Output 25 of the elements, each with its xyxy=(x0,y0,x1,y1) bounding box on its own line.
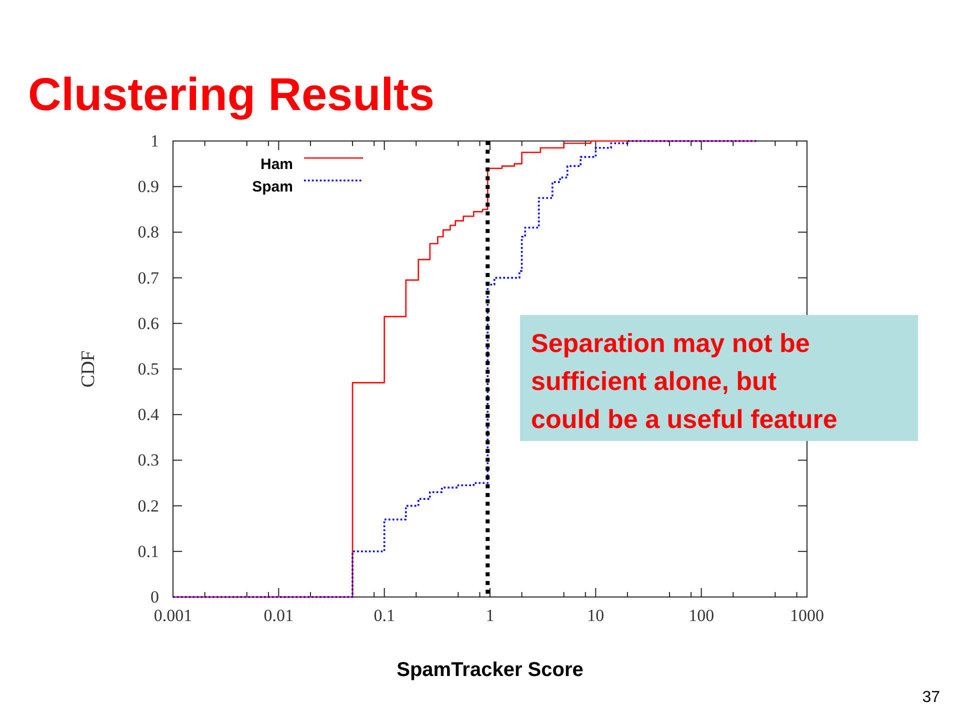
x-tick-label: 0.01 xyxy=(264,606,294,626)
y-tick-label: 0.4 xyxy=(138,405,160,424)
y-tick-label: 0.8 xyxy=(138,222,159,242)
y-tick-label: 0 xyxy=(150,587,159,606)
x-tick-label: 0.1 xyxy=(374,606,395,626)
y-tick-label: 0.7 xyxy=(138,268,160,288)
chart-title: Clustering Results xyxy=(28,68,434,120)
y-axis-title: CDF xyxy=(78,350,99,388)
legend-label: Ham xyxy=(260,156,293,173)
x-axis-title: SpamTracker Score xyxy=(396,659,584,681)
legend-label: Spam xyxy=(252,178,293,196)
y-tick-label: 0.3 xyxy=(138,450,159,470)
y-tick-label: 0.2 xyxy=(138,496,159,516)
y-tick-label: 1 xyxy=(150,131,159,150)
x-tick-label: 100 xyxy=(688,606,714,626)
x-tick-label: 1000 xyxy=(790,606,824,626)
y-tick-label: 0.5 xyxy=(138,359,159,378)
x-tick-label: 10 xyxy=(587,606,604,626)
y-tick-label: 0.1 xyxy=(138,542,159,561)
x-tick-label: 1 xyxy=(486,606,494,626)
annotation: Separation may not be sufficient alone, but could be a useful feature xyxy=(531,328,838,434)
y-tick-label: 0.9 xyxy=(138,177,159,196)
text: 37 xyxy=(922,689,940,706)
x-tick-label: 0.001 xyxy=(154,606,192,626)
y-tick-label: 0.6 xyxy=(138,314,159,333)
